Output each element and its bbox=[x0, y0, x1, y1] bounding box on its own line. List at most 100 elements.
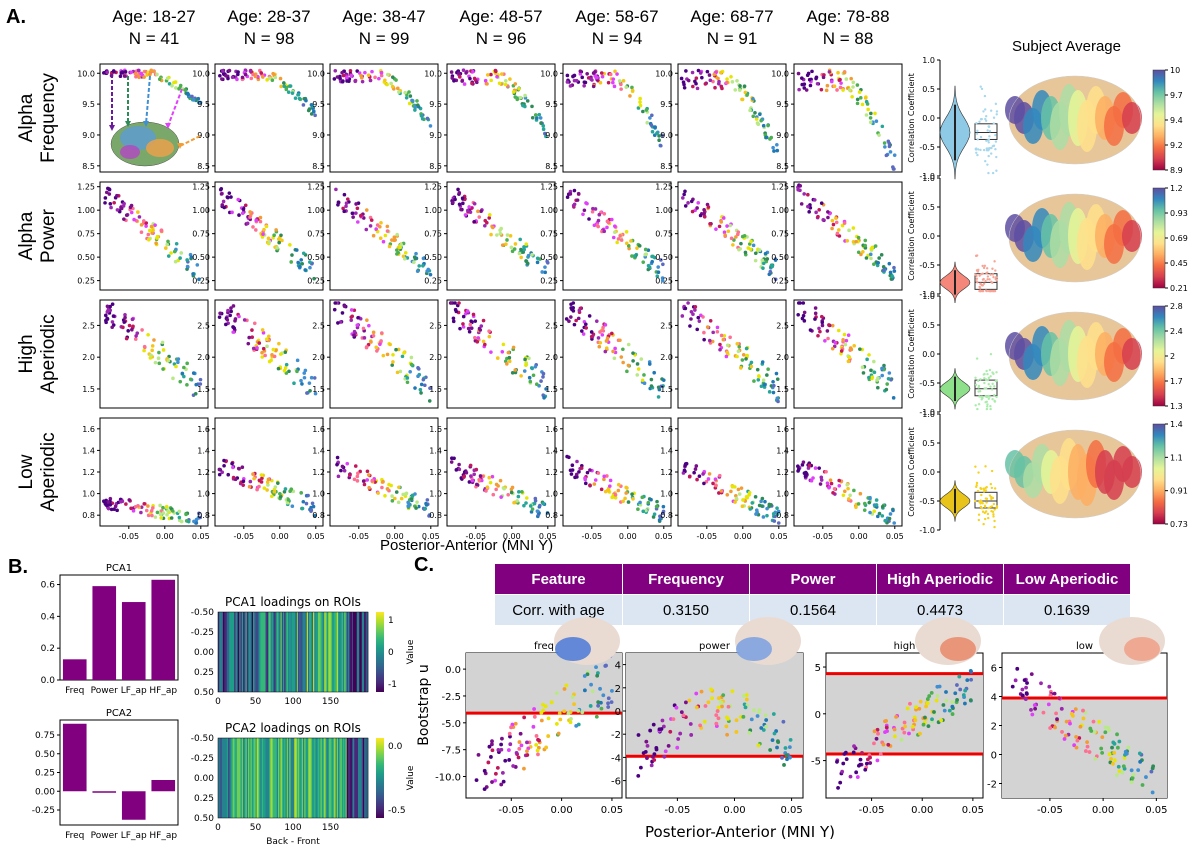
data-point bbox=[220, 203, 225, 207]
data-point bbox=[272, 233, 276, 238]
data-point bbox=[745, 93, 749, 97]
data-point bbox=[888, 270, 893, 275]
data-point bbox=[155, 234, 160, 239]
data-point bbox=[1057, 696, 1062, 700]
box-point bbox=[985, 405, 989, 408]
data-point bbox=[663, 749, 668, 754]
data-point bbox=[110, 325, 114, 330]
data-point bbox=[503, 79, 508, 83]
data-point bbox=[391, 360, 395, 364]
data-point bbox=[417, 264, 422, 268]
heatmap-cell bbox=[238, 612, 240, 692]
data-point bbox=[796, 71, 801, 76]
data-point bbox=[627, 246, 631, 251]
heatmap-cell bbox=[270, 738, 273, 818]
data-point bbox=[763, 251, 768, 256]
heatmap-cell bbox=[293, 612, 295, 692]
data-point bbox=[348, 68, 353, 73]
age-group-header: Age: 48-57 N = 96 bbox=[439, 6, 563, 50]
data-point bbox=[689, 733, 694, 737]
data-point bbox=[649, 377, 654, 382]
data-point bbox=[1085, 740, 1089, 745]
data-point bbox=[675, 745, 680, 750]
data-point bbox=[531, 373, 536, 378]
scatter-plot-frame bbox=[562, 181, 672, 291]
data-point bbox=[887, 261, 892, 266]
data-point bbox=[103, 201, 107, 205]
data-point bbox=[288, 489, 292, 494]
data-point bbox=[112, 200, 116, 205]
y-tick-label: 1.6 bbox=[197, 425, 210, 434]
data-point bbox=[657, 138, 661, 142]
data-point bbox=[507, 758, 512, 762]
box-point bbox=[979, 487, 983, 491]
heatmap-cell bbox=[239, 738, 241, 818]
age-group-header: Age: 18-27 N = 41 bbox=[92, 6, 216, 50]
data-point bbox=[413, 492, 417, 496]
data-point bbox=[290, 91, 295, 95]
data-point bbox=[837, 234, 842, 238]
data-point bbox=[120, 70, 125, 74]
data-point bbox=[702, 481, 706, 486]
data-point bbox=[877, 511, 882, 516]
data-point bbox=[178, 379, 183, 384]
data-point bbox=[461, 325, 466, 329]
table-cell: 0.4473 bbox=[876, 594, 1004, 626]
box-point bbox=[985, 407, 989, 411]
scatter-plot-frame bbox=[329, 417, 439, 527]
correlation-table: Feature Frequency Power High Aperiodic L… bbox=[494, 563, 1131, 626]
corr-tick-label: 0.5 bbox=[922, 321, 935, 330]
heatmap-cell bbox=[310, 612, 313, 692]
data-point bbox=[277, 240, 281, 245]
y-tick-label: 1.5 bbox=[660, 385, 673, 394]
data-point bbox=[240, 465, 245, 470]
data-point bbox=[641, 751, 646, 755]
data-point bbox=[383, 493, 387, 498]
data-point bbox=[701, 472, 705, 476]
box-point bbox=[994, 140, 998, 143]
x-tick-label: LF_ap bbox=[121, 686, 147, 696]
data-point bbox=[714, 713, 719, 718]
y-tick-label: 9.5 bbox=[312, 100, 325, 109]
data-point bbox=[880, 373, 885, 378]
data-point bbox=[1022, 678, 1027, 683]
data-point bbox=[1075, 738, 1080, 743]
data-point bbox=[851, 750, 856, 755]
data-point bbox=[910, 724, 915, 729]
box-point bbox=[984, 108, 987, 111]
data-point bbox=[543, 704, 548, 709]
data-point bbox=[409, 362, 414, 367]
data-point bbox=[483, 342, 487, 347]
heatmap-cell bbox=[233, 738, 235, 818]
data-point bbox=[468, 210, 473, 214]
data-point bbox=[836, 70, 840, 75]
data-point bbox=[631, 351, 635, 355]
y-tick-label: 0.25 bbox=[192, 277, 210, 286]
data-point bbox=[862, 508, 867, 512]
data-point bbox=[1020, 693, 1025, 698]
data-point bbox=[454, 468, 459, 472]
data-point bbox=[338, 76, 342, 81]
data-point bbox=[613, 346, 617, 351]
data-point bbox=[686, 78, 691, 83]
box-point bbox=[983, 372, 986, 376]
box-point bbox=[993, 260, 996, 263]
sample-size: N = 88 bbox=[822, 29, 874, 48]
data-point bbox=[248, 69, 253, 73]
data-point bbox=[788, 737, 793, 742]
heatmap-cell bbox=[294, 738, 296, 818]
data-point bbox=[121, 325, 125, 330]
data-point bbox=[408, 94, 413, 98]
data-point bbox=[218, 187, 223, 192]
data-point bbox=[711, 481, 715, 486]
data-point bbox=[499, 782, 504, 787]
data-point bbox=[276, 237, 281, 242]
data-point bbox=[500, 72, 504, 76]
data-point bbox=[369, 340, 373, 344]
heatmap-cell bbox=[266, 738, 269, 818]
heatmap-colorbar bbox=[376, 612, 384, 692]
data-point bbox=[529, 366, 534, 370]
data-point bbox=[884, 725, 889, 730]
y-tick-label: 1.0 bbox=[545, 490, 558, 499]
data-point bbox=[759, 118, 763, 123]
